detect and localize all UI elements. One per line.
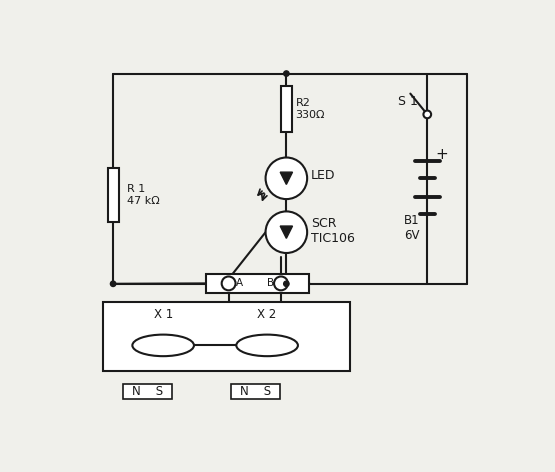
Ellipse shape: [132, 335, 194, 356]
Circle shape: [110, 281, 116, 287]
Circle shape: [266, 158, 307, 199]
Text: X 2: X 2: [258, 308, 277, 321]
Text: R2
330Ω: R2 330Ω: [296, 98, 325, 120]
Bar: [231, 384, 280, 399]
Bar: [205, 274, 310, 293]
Text: A: A: [236, 278, 244, 288]
Bar: [108, 169, 119, 222]
Circle shape: [284, 281, 289, 287]
Bar: [281, 86, 292, 132]
Text: LED: LED: [311, 169, 336, 182]
Text: SCR
TIC106: SCR TIC106: [311, 217, 355, 244]
Circle shape: [266, 211, 307, 253]
Text: S 1: S 1: [398, 95, 418, 108]
Text: +: +: [435, 147, 448, 162]
Circle shape: [284, 71, 289, 76]
Text: N    S: N S: [240, 385, 271, 398]
Ellipse shape: [236, 335, 298, 356]
Polygon shape: [280, 172, 292, 185]
Circle shape: [423, 110, 431, 118]
Bar: [123, 384, 173, 399]
Text: X 1: X 1: [154, 308, 173, 321]
Circle shape: [274, 277, 288, 290]
Text: R 1
47 kΩ: R 1 47 kΩ: [127, 185, 160, 206]
Text: N    S: N S: [132, 385, 163, 398]
Circle shape: [221, 277, 235, 290]
Text: B1
6V: B1 6V: [404, 214, 420, 242]
Bar: [103, 302, 350, 371]
Polygon shape: [280, 226, 292, 238]
Text: B: B: [267, 278, 274, 288]
